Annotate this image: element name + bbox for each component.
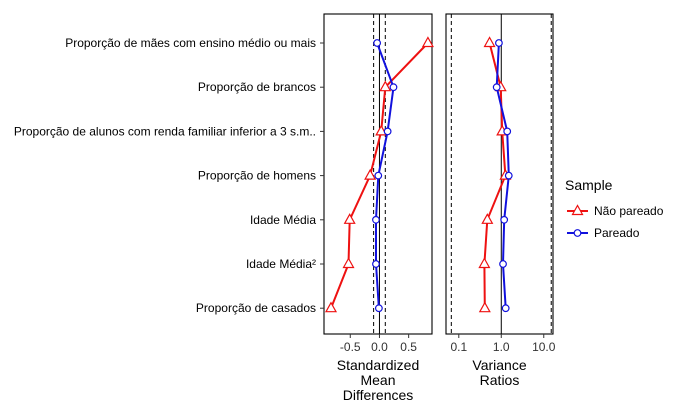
data-point-nao-pareado: [324, 301, 338, 313]
legend-item-label: Não pareado: [594, 204, 664, 218]
data-point-nao-pareado: [364, 168, 377, 180]
data-point-pareado: [499, 260, 507, 268]
data-point-nao-pareado: [375, 124, 388, 136]
data-point-pareado: [389, 83, 398, 92]
data-point-pareado: [495, 39, 503, 47]
data-point-nao-pareado: [478, 257, 491, 269]
data-point-nao-pareado: [342, 257, 355, 269]
x-tick-label: 0.0: [371, 340, 388, 354]
legend-item-label: Pareado: [594, 226, 640, 240]
data-point-nao-pareado: [379, 80, 392, 92]
x-axis-title-line: Variance: [472, 357, 526, 373]
data-point-nao-pareado: [421, 36, 434, 48]
y-category-label: Proporção de homens: [198, 169, 316, 183]
y-category-label: Idade Média: [250, 213, 316, 227]
legend-title: Sample: [565, 177, 613, 193]
data-point-pareado: [501, 304, 510, 313]
data-point-pareado: [500, 215, 509, 224]
x-tick-label: 10.0: [532, 340, 556, 354]
panel-frame-2: [445, 13, 554, 335]
data-point-pareado: [503, 127, 512, 136]
legend-key-triangle: [571, 204, 584, 216]
y-category-label: Proporção de casados: [196, 301, 316, 315]
x-tick-label: 0.1: [450, 340, 467, 354]
y-category-label: Proporção de brancos: [198, 80, 316, 94]
y-category-label: Proporção de mães com ensino médio ou ma…: [65, 36, 316, 50]
data-point-pareado: [372, 260, 380, 268]
data-point-nao-pareado: [343, 213, 356, 224]
x-axis-title-line: Mean: [360, 372, 395, 388]
x-tick-label: 0.5: [400, 340, 417, 354]
panel-frame-1: [323, 13, 433, 335]
x-axis-title-line: Ratios: [480, 372, 520, 388]
legend-key-circle: [573, 229, 582, 237]
data-point-pareado: [492, 83, 501, 92]
data-point-nao-pareado: [483, 36, 496, 48]
data-point-nao-pareado: [481, 213, 494, 224]
x-tick-label: -0.5: [340, 340, 361, 354]
x-tick-label: 1.0: [493, 340, 510, 354]
data-point-pareado: [373, 39, 382, 47]
x-axis-title-line: Differences: [343, 387, 414, 403]
x-axis-title-line: Standardized: [337, 357, 420, 373]
y-category-label: Proporção de alunos com renda familiar i…: [14, 124, 316, 138]
y-category-label: Idade Média²: [246, 257, 316, 271]
data-point-pareado: [374, 304, 383, 313]
data-point-pareado: [383, 127, 392, 136]
data-point-pareado: [374, 171, 383, 180]
data-point-nao-pareado: [478, 301, 491, 313]
data-point-pareado: [504, 171, 513, 180]
data-point-pareado: [372, 215, 380, 224]
